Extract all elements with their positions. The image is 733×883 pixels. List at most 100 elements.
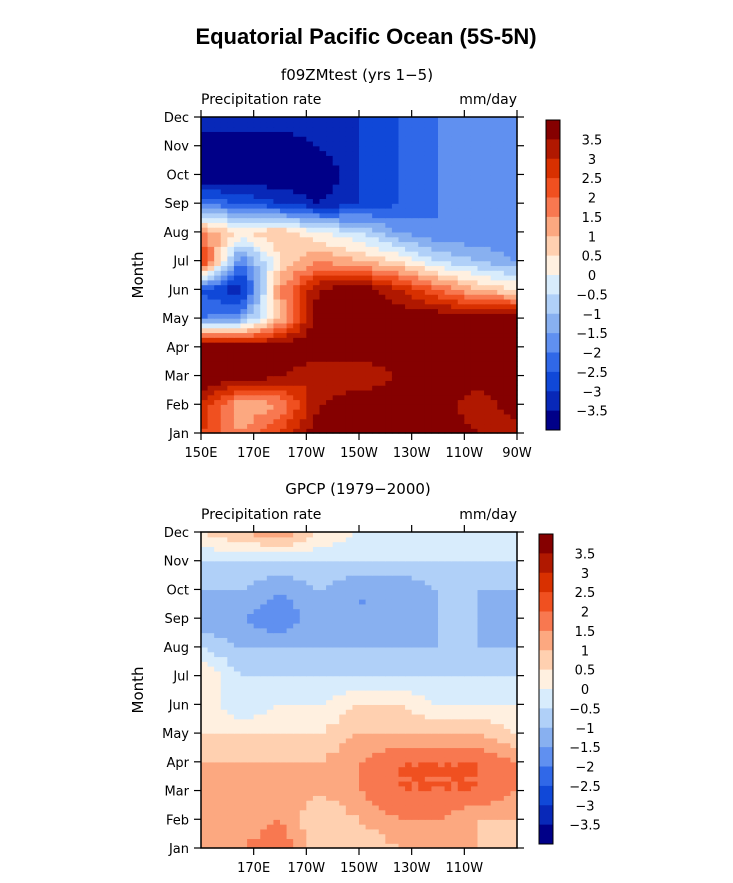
heatmap-cell bbox=[201, 126, 209, 132]
heatmap-cell bbox=[497, 145, 505, 152]
heatmap-cell bbox=[352, 337, 360, 343]
heatmap-cell bbox=[266, 251, 275, 257]
heatmap-cell bbox=[273, 723, 281, 729]
heatmap-cell bbox=[280, 351, 288, 357]
heatmap-cell bbox=[438, 246, 446, 252]
heatmap-cell bbox=[306, 413, 314, 420]
heatmap-cell bbox=[227, 236, 235, 243]
heatmap-cell bbox=[372, 761, 380, 768]
heatmap-cell bbox=[451, 795, 459, 801]
heatmap-cell bbox=[293, 809, 301, 816]
heatmap-cell bbox=[299, 126, 307, 132]
heatmap-cell bbox=[227, 265, 235, 271]
heatmap-cell bbox=[201, 752, 209, 758]
heatmap-cell bbox=[352, 255, 360, 262]
heatmap-cell bbox=[312, 761, 321, 768]
heatmap-cell bbox=[286, 303, 294, 310]
heatmap-cell bbox=[444, 279, 452, 286]
heatmap-cell bbox=[253, 766, 261, 772]
heatmap-cell bbox=[451, 212, 459, 219]
heatmap-cell bbox=[345, 346, 354, 353]
heatmap-cell bbox=[378, 351, 386, 357]
heatmap-cell bbox=[497, 193, 505, 199]
heatmap-cell bbox=[372, 833, 380, 840]
heatmap-cell bbox=[220, 174, 228, 180]
heatmap-cell bbox=[510, 418, 518, 425]
heatmap-cell bbox=[220, 776, 228, 782]
heatmap-cell bbox=[451, 780, 459, 787]
heatmap-cell bbox=[214, 766, 222, 772]
heatmap-cell bbox=[286, 155, 294, 161]
heatmap-cell bbox=[280, 342, 288, 348]
heatmap-cell bbox=[405, 255, 413, 262]
heatmap-cell bbox=[352, 241, 360, 247]
heatmap-cell bbox=[497, 222, 505, 228]
heatmap-cell bbox=[201, 179, 209, 185]
heatmap-cell bbox=[293, 308, 301, 314]
heatmap-cell bbox=[464, 207, 472, 214]
heatmap-cell bbox=[451, 346, 459, 353]
heatmap-cell bbox=[372, 160, 380, 166]
heatmap-cell bbox=[470, 838, 479, 844]
heatmap-cell bbox=[293, 160, 301, 166]
heatmap-cell bbox=[365, 394, 373, 401]
heatmap-cell bbox=[457, 260, 465, 267]
heatmap-cell bbox=[319, 236, 327, 243]
heatmap-cell bbox=[280, 389, 288, 396]
heatmap-cell bbox=[312, 757, 321, 763]
heatmap-cell bbox=[253, 375, 261, 381]
heatmap-cell bbox=[438, 303, 446, 310]
heatmap-cell bbox=[214, 675, 222, 682]
heatmap-cell bbox=[444, 694, 452, 701]
heatmap-cell bbox=[438, 833, 446, 840]
heatmap-cell bbox=[451, 685, 459, 691]
heatmap-cell bbox=[332, 150, 340, 156]
heatmap-cell bbox=[484, 389, 492, 396]
heatmap-cell bbox=[470, 675, 479, 682]
heatmap-cell bbox=[214, 399, 222, 405]
heatmap-cell bbox=[378, 365, 386, 372]
heatmap-cell bbox=[431, 694, 439, 701]
heatmap-cell bbox=[484, 723, 492, 729]
heatmap-cell bbox=[266, 270, 275, 276]
heatmap-cell bbox=[312, 752, 321, 758]
heatmap-cell bbox=[352, 418, 360, 425]
heatmap-cell bbox=[451, 757, 459, 763]
heatmap-cell bbox=[240, 771, 248, 777]
heatmap-cell bbox=[352, 251, 360, 257]
heatmap-cell bbox=[280, 365, 288, 372]
heatmap-cell bbox=[332, 308, 340, 314]
heatmap-cell bbox=[497, 766, 505, 772]
heatmap-cell bbox=[339, 780, 347, 787]
heatmap-cell bbox=[286, 298, 294, 305]
heatmap-cell bbox=[391, 255, 400, 262]
heatmap-cell bbox=[220, 800, 228, 806]
heatmap-cell bbox=[457, 145, 465, 152]
heatmap-cell bbox=[477, 428, 485, 434]
heatmap-cell bbox=[273, 385, 281, 391]
heatmap-cell bbox=[497, 160, 505, 166]
heatmap-cell bbox=[352, 723, 360, 729]
heatmap-cell bbox=[497, 241, 505, 247]
heatmap-cell bbox=[306, 179, 314, 185]
heatmap-cell bbox=[273, 284, 281, 290]
heatmap-cell bbox=[424, 418, 433, 425]
heatmap-cell bbox=[405, 757, 413, 763]
heatmap-cell bbox=[247, 833, 255, 840]
heatmap-cell bbox=[457, 704, 465, 710]
heatmap-cell bbox=[444, 761, 452, 768]
heatmap-cell bbox=[391, 761, 400, 768]
heatmap-cell bbox=[457, 742, 465, 749]
heatmap-cell bbox=[510, 313, 518, 319]
heatmap-cell bbox=[201, 761, 209, 768]
heatmap-cell bbox=[411, 251, 419, 257]
heatmap-cell bbox=[418, 313, 426, 319]
heatmap-cell bbox=[444, 838, 452, 844]
heatmap-cell bbox=[220, 136, 228, 142]
heatmap-cell bbox=[359, 284, 367, 290]
heatmap-cell bbox=[207, 771, 215, 777]
heatmap-cell bbox=[312, 737, 321, 744]
heatmap-cell bbox=[470, 780, 479, 787]
heatmap-cell bbox=[424, 327, 433, 334]
heatmap-cell bbox=[411, 733, 419, 739]
